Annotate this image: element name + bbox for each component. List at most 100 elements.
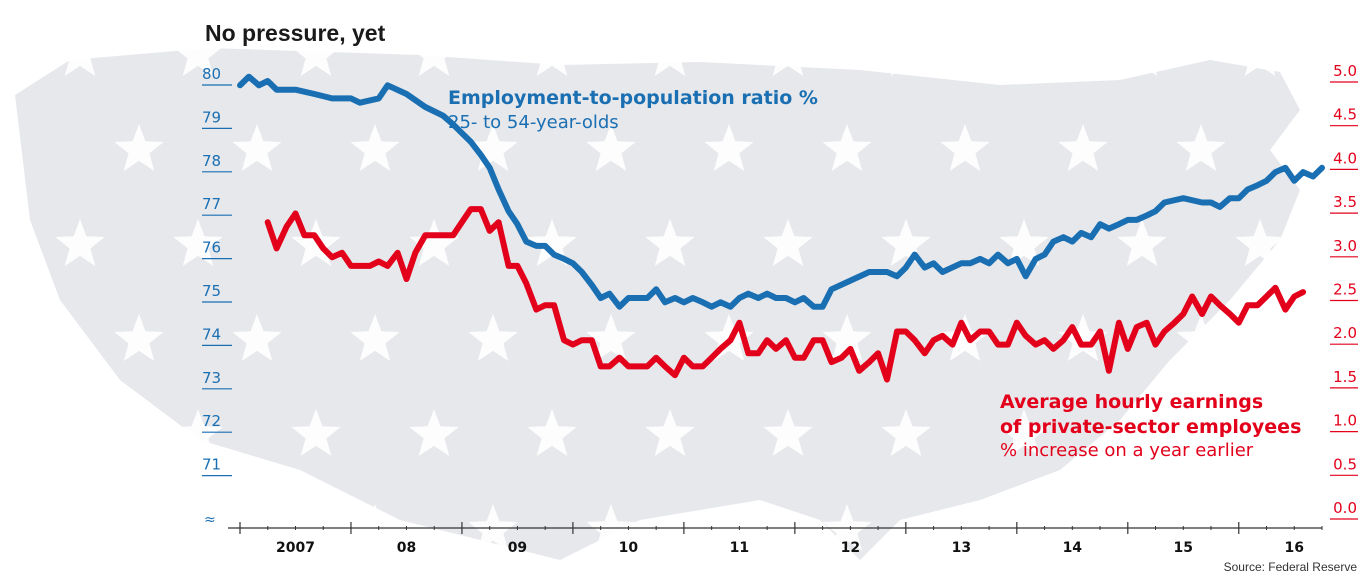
left-axis-tick-label: 72 [202, 412, 221, 430]
star-decoration [1117, 29, 1167, 76]
star-decoration [114, 504, 164, 551]
employment-label-title: Employment-to-population ratio % [448, 87, 818, 109]
star-decoration [1294, 124, 1344, 171]
star-decoration [468, 314, 518, 361]
x-axis-tick-label: 11 [730, 540, 749, 556]
x-axis-tick-label: 09 [508, 540, 527, 556]
right-axis-tick-label: 4.0 [1333, 149, 1357, 167]
star-decoration [1353, 426, 1369, 456]
right-axis-tick-label: 3.0 [1333, 237, 1357, 255]
star-decoration [468, 124, 518, 171]
right-axis-tick-label: 5.0 [1333, 62, 1357, 80]
star-decoration [1117, 219, 1167, 266]
x-axis-tick-label: 10 [619, 540, 639, 556]
star-decoration [409, 409, 459, 456]
left-axis-tick-label: 79 [202, 108, 221, 126]
star-decoration [704, 124, 754, 171]
star-decoration [822, 124, 872, 171]
star-decoration [763, 219, 813, 266]
star-decoration [822, 314, 872, 361]
star-decoration [1176, 124, 1226, 171]
star-decoration [114, 314, 164, 361]
right-axis-tick-label: 2.0 [1333, 324, 1357, 342]
left-axis-tick-label: 74 [202, 325, 221, 343]
star-decoration [173, 29, 223, 76]
star-decoration [881, 219, 931, 266]
star-decoration [940, 124, 990, 171]
x-axis: 2007 08 09 10 11 12 13 14 15 16 [228, 522, 1323, 556]
left-axis-tick-label: 73 [202, 369, 221, 387]
star-decoration [291, 29, 341, 76]
star-decoration [1235, 29, 1285, 76]
left-axis: 80 79 78 77 76 75 74 73 72 71 ≈ [202, 65, 232, 528]
star-decoration [409, 219, 459, 266]
x-axis-tick-label: 15 [1174, 540, 1193, 556]
star-decoration [645, 29, 695, 76]
star-decoration [232, 314, 282, 361]
star-decoration [1294, 314, 1344, 361]
star-decoration [586, 124, 636, 171]
star-decoration [350, 124, 400, 171]
right-axis-tick-label: 3.5 [1333, 193, 1357, 211]
star-decoration [409, 29, 459, 76]
star-decoration [173, 409, 223, 456]
right-axis-tick-label: 1.0 [1333, 412, 1357, 430]
right-axis-tick-label: 1.5 [1333, 368, 1357, 386]
left-axis-tick-label: 77 [202, 195, 221, 213]
star-decoration [763, 409, 813, 456]
star-decoration [1353, 236, 1369, 266]
star-decoration [114, 124, 164, 171]
star-decoration [763, 29, 813, 76]
right-axis-tick-label: 2.5 [1333, 281, 1357, 299]
star-decoration [999, 219, 1049, 266]
right-axis: 5.0 4.5 4.0 3.5 3.0 2.5 2.0 1.5 1.0 0.5 0.0 [1330, 62, 1358, 520]
chart-title: No pressure, yet [205, 20, 386, 46]
earnings-label-subtitle: % increase on a year earlier [1000, 440, 1254, 462]
x-axis-tick-label: 16 [1285, 540, 1304, 556]
star-decoration [527, 29, 577, 76]
star-decoration [1117, 409, 1167, 456]
left-axis-tick-label: 75 [202, 282, 221, 300]
star-decoration [1058, 124, 1108, 171]
earnings-label-title-line2: of private-sector employees [1000, 415, 1302, 438]
employment-series-line [237, 73, 1325, 310]
right-axis-tick-label: 0.0 [1333, 499, 1357, 517]
left-axis-tick-label: 76 [202, 239, 221, 257]
star-decoration [1176, 314, 1226, 361]
earnings-series-line [264, 206, 1307, 383]
star-decoration [232, 124, 282, 171]
employment-series-label: Employment-to-population ratio % 25- to … [448, 86, 818, 134]
left-axis-tick-label: 71 [202, 456, 221, 474]
earnings-series-label: Average hourly earnings of private-secto… [1000, 390, 1301, 463]
x-axis-tick-label: 13 [952, 540, 971, 556]
right-axis-tick-label: 4.5 [1333, 106, 1357, 124]
star-decoration [527, 409, 577, 456]
star-decoration [999, 409, 1049, 456]
star-decoration [1235, 219, 1285, 266]
left-axis-tick-label: 80 [202, 65, 221, 83]
source-note: Source: Federal Reserve [1223, 560, 1357, 574]
star-decoration [55, 219, 105, 266]
star-decoration [55, 409, 105, 456]
left-axis-break-icon: ≈ [204, 512, 216, 528]
star-decoration [1235, 409, 1285, 456]
employment-label-subtitle: 25- to 54-year-olds [448, 111, 619, 133]
right-axis-tick-label: 0.5 [1333, 455, 1357, 473]
star-decoration [586, 314, 636, 361]
star-decoration [55, 29, 105, 76]
star-decoration [881, 29, 931, 76]
x-axis-tick-label: 2007 [276, 540, 315, 556]
earnings-label-title-line1: Average hourly earnings [1000, 391, 1264, 413]
star-decoration [999, 29, 1049, 76]
star-decoration [645, 219, 695, 266]
star-decoration [173, 219, 223, 266]
x-axis-tick-label: 08 [397, 540, 416, 556]
x-axis-tick-label: 12 [841, 540, 860, 556]
star-decoration [291, 409, 341, 456]
star-decoration [1058, 314, 1108, 361]
star-decoration [350, 314, 400, 361]
left-axis-tick-label: 78 [202, 152, 221, 170]
star-decoration [645, 409, 695, 456]
x-axis-tick-label: 14 [1063, 540, 1083, 556]
